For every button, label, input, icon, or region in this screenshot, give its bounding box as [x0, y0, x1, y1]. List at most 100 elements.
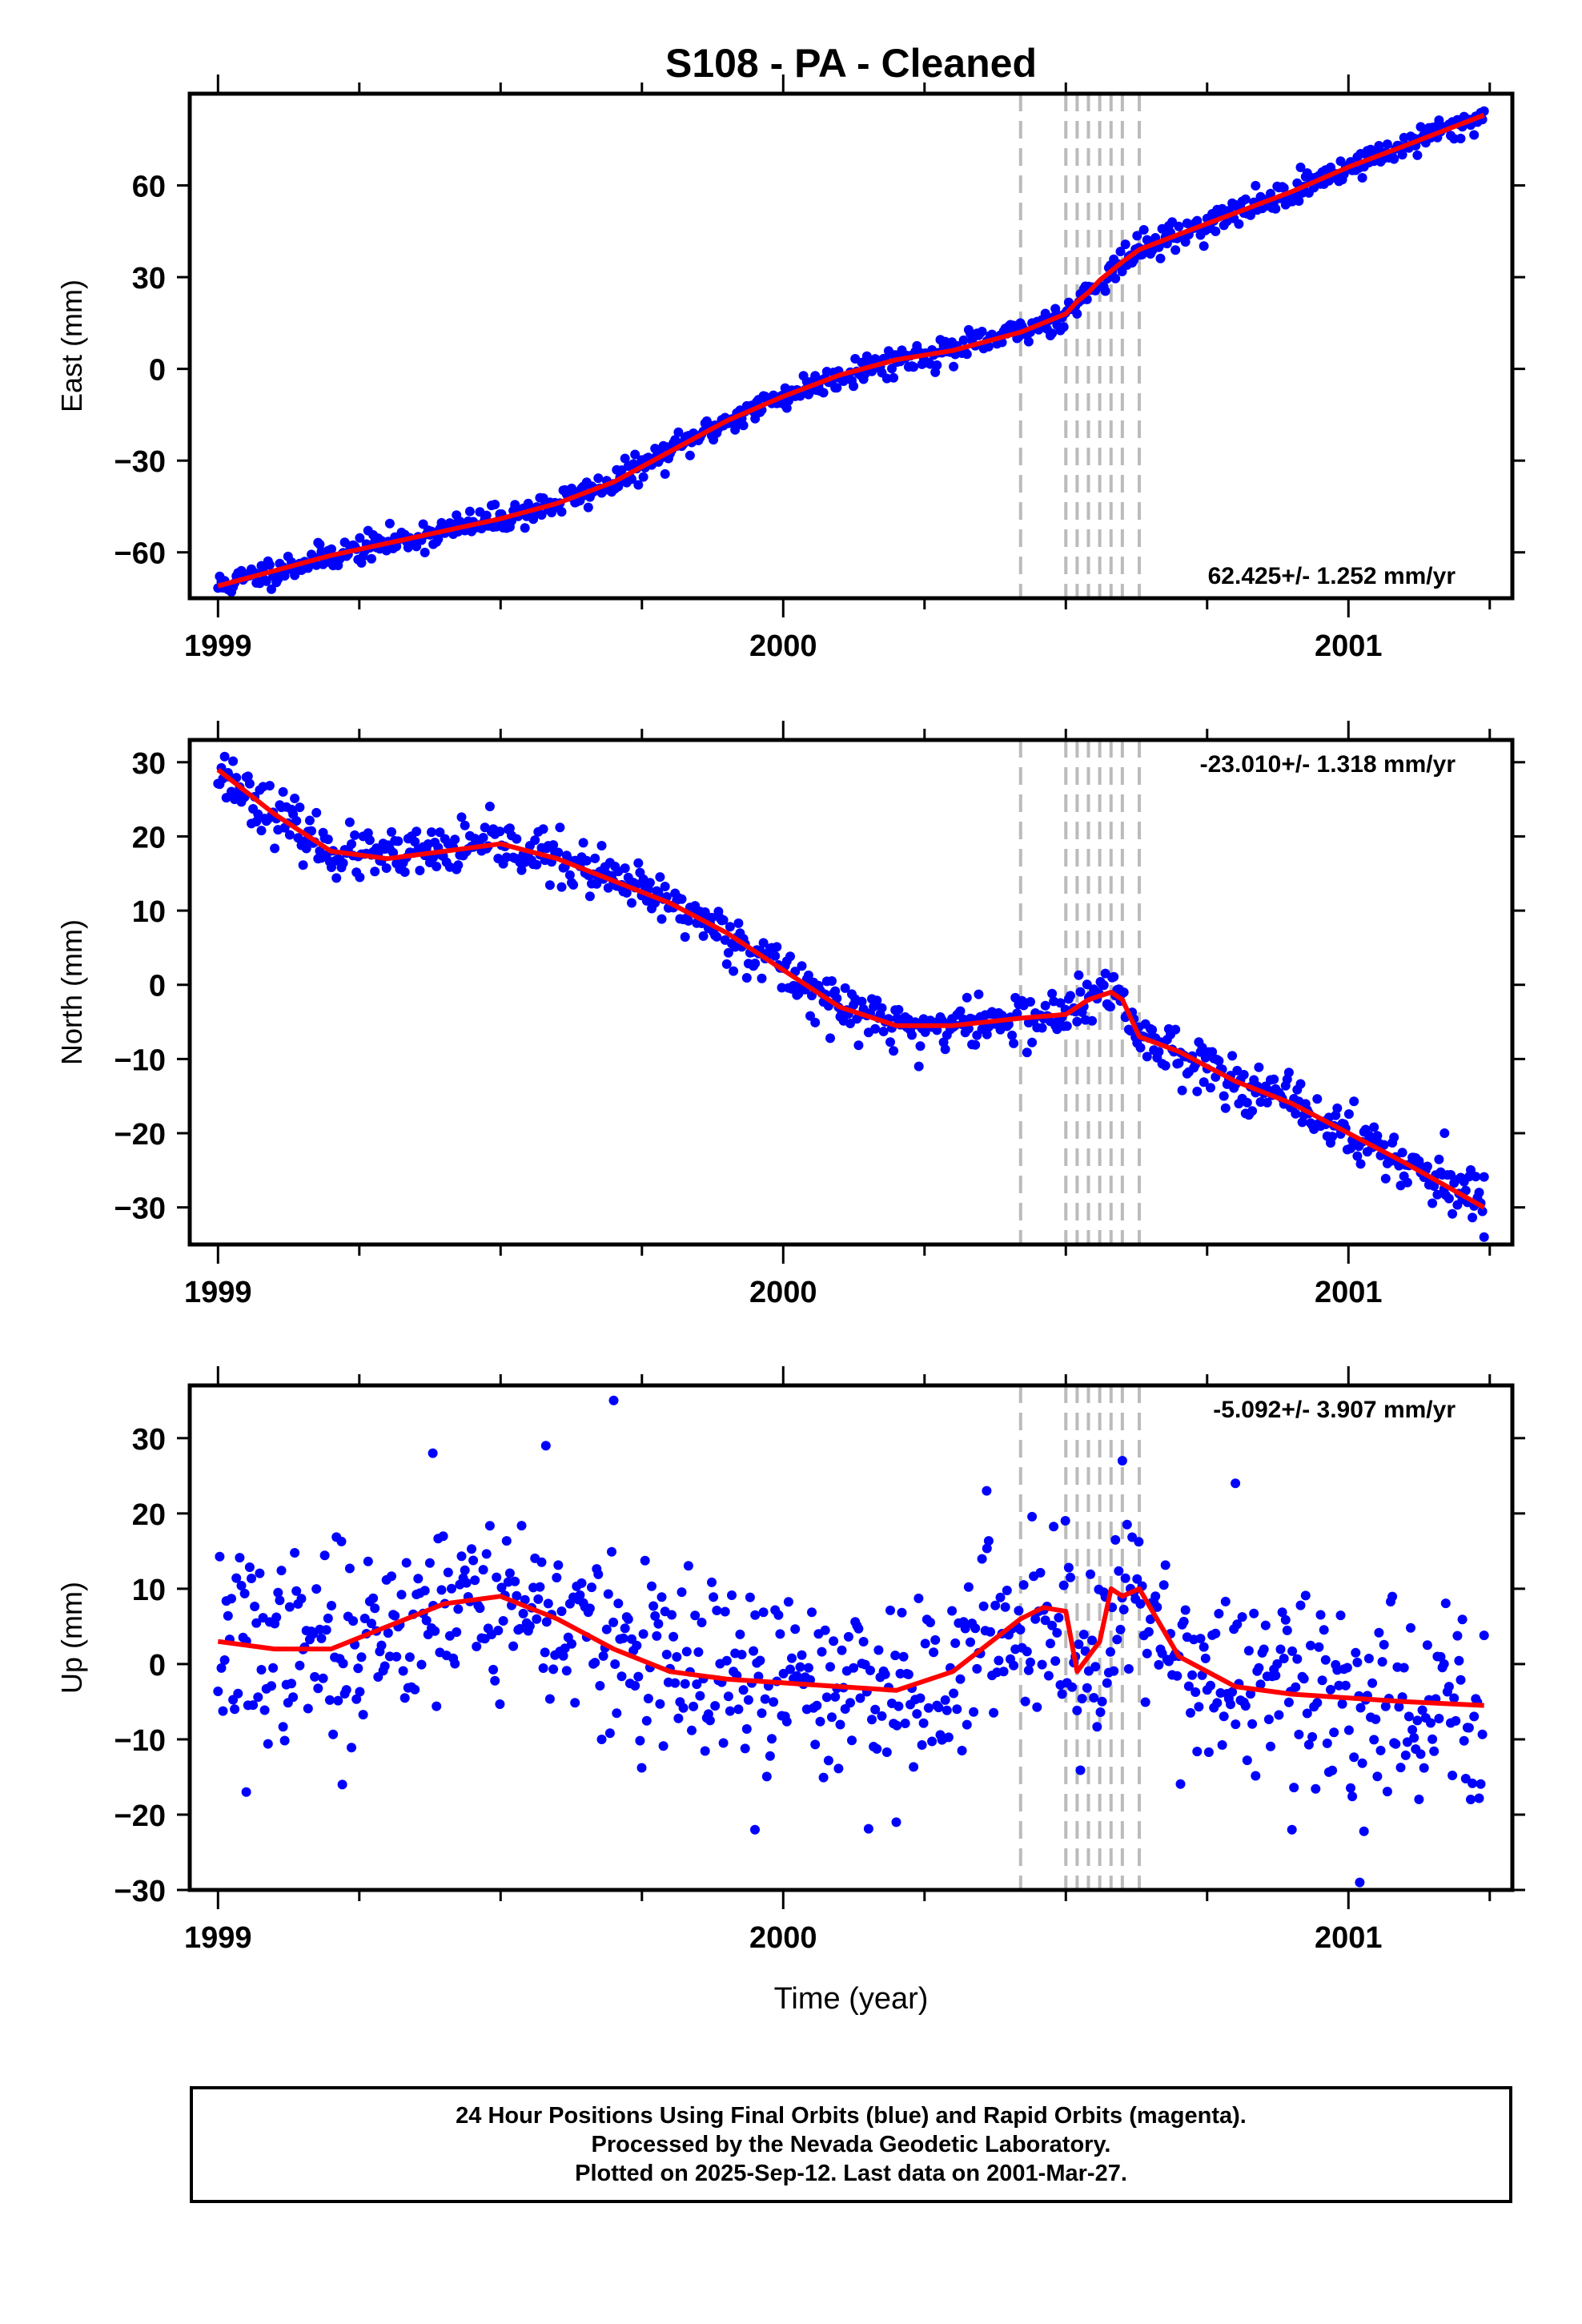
rate-label: 62.425+/- 1.252 mm/yr [1208, 563, 1456, 589]
data-point [683, 1561, 693, 1571]
data-point [1440, 1598, 1451, 1609]
data-point [729, 966, 739, 976]
data-point [472, 1642, 482, 1651]
data-point [692, 1679, 702, 1690]
data-point [1095, 1707, 1106, 1717]
data-point [290, 794, 300, 803]
data-point [1347, 1791, 1358, 1802]
data-point [1315, 1610, 1326, 1620]
data-point [396, 1590, 407, 1600]
data-point [290, 570, 300, 581]
data-point [595, 1681, 605, 1691]
data-point [1269, 1074, 1279, 1084]
data-point [1009, 1038, 1019, 1048]
data-point [1427, 1734, 1438, 1744]
data-point [709, 1592, 719, 1602]
data-point [1469, 1711, 1480, 1722]
data-point [918, 1718, 929, 1728]
data-point [590, 1658, 600, 1668]
data-point [1382, 139, 1392, 150]
data-point [1055, 998, 1066, 1008]
data-point [815, 1716, 825, 1727]
data-point [1409, 1733, 1419, 1743]
data-point [264, 560, 275, 570]
model-line [216, 767, 1486, 1210]
data-point [1110, 273, 1121, 283]
x-tick-label: 2001 [1315, 1276, 1383, 1309]
data-point [757, 1708, 767, 1719]
data-point [1402, 1177, 1412, 1188]
data-point [1294, 1729, 1304, 1739]
data-point [720, 1606, 730, 1617]
data-point [241, 1787, 251, 1797]
data-point [1140, 1697, 1150, 1707]
data-point [633, 858, 644, 868]
data-point [740, 1743, 750, 1754]
data-point [1072, 308, 1082, 319]
data-point [989, 1707, 999, 1718]
data-point [681, 1647, 692, 1657]
data-point [658, 1741, 669, 1751]
data-point [538, 1663, 548, 1673]
data-point [1439, 1128, 1450, 1138]
data-point [1212, 1698, 1223, 1708]
data-point [885, 1037, 895, 1047]
data-point [1456, 134, 1466, 143]
data-point [881, 1747, 892, 1757]
data-point [555, 822, 565, 833]
data-point [887, 364, 897, 374]
data-point [1334, 1680, 1344, 1691]
data-point [1352, 1151, 1363, 1161]
data-point [1349, 1096, 1359, 1107]
data-point [810, 1017, 821, 1027]
y-tick-label: 20 [132, 821, 166, 854]
data-point [633, 480, 644, 490]
data-point [1154, 1047, 1164, 1057]
data-point [1072, 1705, 1082, 1715]
data-point [895, 1668, 905, 1679]
data-point [765, 1751, 775, 1761]
data-point [456, 812, 467, 822]
data-point [1026, 1657, 1035, 1667]
data-point [1363, 1654, 1374, 1663]
x-tick-label: 2000 [749, 629, 817, 663]
data-point [584, 891, 595, 902]
data-point [1174, 221, 1184, 231]
footer-line-dates: Plotted on 2025-Sep-12. Last data on 200… [575, 2161, 1127, 2186]
data-point [608, 1395, 619, 1405]
data-point [321, 1625, 331, 1635]
data-point [370, 866, 380, 877]
data-point [587, 1582, 596, 1593]
data-point [518, 1608, 528, 1618]
data-point [248, 1700, 259, 1711]
data-point [872, 995, 882, 1006]
data-point [877, 1003, 887, 1013]
data-point [1292, 1654, 1303, 1664]
data-point [827, 1712, 837, 1723]
data-point [1226, 1699, 1235, 1710]
data-point [630, 449, 640, 460]
data-point [1158, 1580, 1169, 1590]
data-point [432, 862, 442, 871]
data-point [1343, 1725, 1354, 1735]
data-point [1009, 1660, 1019, 1671]
data-point [490, 500, 500, 509]
data-point [1266, 188, 1275, 199]
data-point [348, 1616, 359, 1626]
data-point [450, 1659, 460, 1669]
data-point [415, 866, 425, 875]
data-point [955, 1006, 966, 1016]
data-point [233, 1688, 243, 1699]
data-point [1078, 1630, 1089, 1639]
data-point [1195, 1634, 1206, 1644]
y-tick-label: −20 [114, 1118, 166, 1152]
data-point [452, 1627, 462, 1637]
data-point [998, 1667, 1009, 1677]
data-point [1335, 1610, 1346, 1621]
data-point [427, 827, 436, 838]
y-tick-label: 20 [132, 1498, 166, 1532]
data-point [872, 1743, 882, 1754]
data-point [927, 1736, 938, 1747]
data-point [298, 860, 308, 870]
data-point [344, 1563, 355, 1574]
